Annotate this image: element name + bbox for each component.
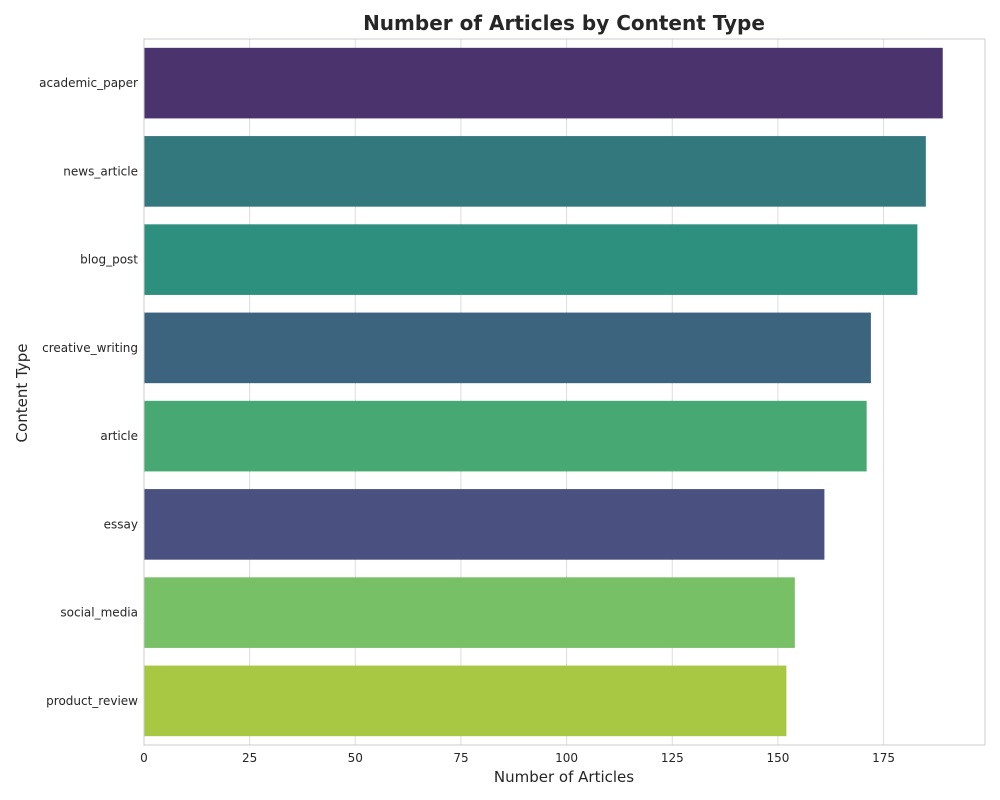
x-tick-label: 50 [348, 751, 363, 765]
x-tick-label: 0 [140, 751, 148, 765]
y-tick-label: blog_post [80, 253, 138, 267]
x-tick-label: 175 [872, 751, 895, 765]
bar-creative-writing [144, 312, 871, 384]
bar-news-article [144, 136, 926, 207]
x-tick-labels: 0 25 50 75 100 125 150 175 [140, 751, 895, 765]
bar-academic-paper [144, 47, 943, 119]
x-axis-label: Number of Articles [494, 768, 634, 786]
bar-blog-post [144, 224, 918, 295]
x-tick-label: 125 [661, 751, 684, 765]
plot-frame [143, 38, 986, 746]
x-tick-label: 100 [555, 751, 578, 765]
bars-layer [144, 47, 943, 737]
x-tick-label: 75 [453, 751, 468, 765]
bar-social-media [144, 577, 795, 648]
y-tick-label: creative_writing [42, 341, 138, 355]
x-tick-label: 25 [242, 751, 257, 765]
bar-article [144, 400, 867, 472]
y-tick-label: product_review [46, 694, 138, 708]
y-tick-label: article [100, 429, 138, 443]
y-axis-label: Content Type [13, 344, 31, 443]
y-tick-label: social_media [60, 606, 138, 620]
y-tick-label: news_article [63, 164, 138, 178]
y-tick-labels: academic_paper news_article blog_postcreat… [39, 76, 138, 708]
bar-product-review [144, 665, 787, 737]
bar-essay [144, 489, 825, 560]
y-tick-label: academic_paper [39, 76, 138, 90]
x-tick-label: 150 [766, 751, 789, 765]
y-tick-label: essay [104, 517, 138, 531]
chart-title: Number of Articles by Content Type [363, 11, 765, 35]
